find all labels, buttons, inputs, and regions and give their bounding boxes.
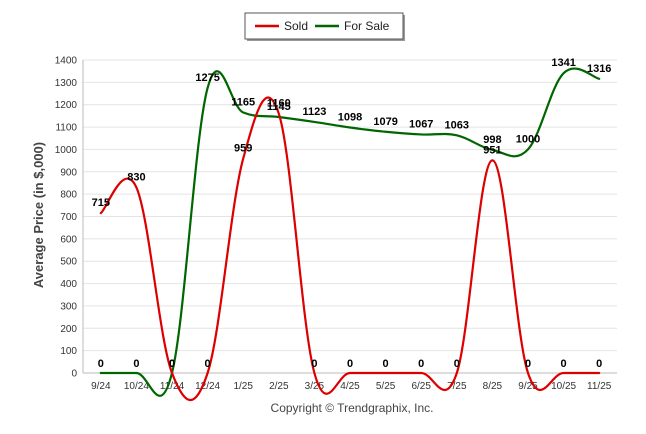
- data-label-sold: 0: [561, 358, 567, 370]
- x-tick-label: 12/24: [195, 381, 220, 392]
- data-label-sold: 951: [483, 144, 501, 156]
- y-tick-label: 1000: [55, 145, 78, 156]
- y-tick-label: 900: [60, 167, 77, 178]
- x-tick-label: 9/25: [518, 381, 538, 392]
- x-tick-label: 9/24: [91, 381, 111, 392]
- data-label-sold: 0: [383, 358, 389, 370]
- legend: Sold For Sale: [244, 12, 405, 41]
- y-tick-label: 600: [60, 234, 77, 245]
- x-tick-label: 5/25: [376, 381, 396, 392]
- x-tick-label: 7/25: [447, 381, 467, 392]
- x-tick-label: 2/25: [269, 381, 289, 392]
- data-label-for-sale: 0: [98, 358, 104, 370]
- data-label-for-sale: 1275: [195, 72, 219, 84]
- y-tick-label: 1300: [55, 78, 78, 89]
- y-tick-label: 400: [60, 279, 77, 290]
- x-tick-label: 11/24: [160, 381, 185, 392]
- x-tick-label: 4/25: [340, 381, 360, 392]
- x-tick-label: 10/25: [551, 381, 576, 392]
- series: [99, 67, 601, 402]
- y-tick-label: 700: [60, 212, 77, 223]
- y-tick-label: 800: [60, 190, 77, 201]
- y-tick-label: 1100: [55, 123, 77, 134]
- data-label-for-sale: 1000: [516, 133, 540, 145]
- x-tick-label: 3/25: [305, 381, 325, 392]
- data-label-sold: 0: [311, 358, 317, 370]
- data-label-sold: 959: [234, 143, 252, 155]
- legend-label-for-sale: For Sale: [344, 19, 390, 33]
- data-label-sold: 715: [92, 197, 110, 209]
- axes: 0 100 200 300 400 500 600 700 800 900 1000 1100 1200…: [55, 56, 617, 392]
- data-label-sold: 0: [418, 358, 424, 370]
- y-tick-label: 200: [60, 324, 77, 335]
- data-label-for-sale: 1165: [231, 97, 255, 109]
- y-tick-label: 100: [60, 346, 77, 357]
- y-tick-label: 1200: [55, 100, 78, 111]
- data-label-for-sale: 0: [169, 358, 175, 370]
- x-tick-label: 1/25: [233, 381, 253, 392]
- y-axis-label: Average Price (in $,000): [31, 142, 46, 288]
- x-tick-label: 6/25: [411, 381, 431, 392]
- x-tick-label: 8/25: [483, 381, 503, 392]
- series-line-sold: [99, 96, 601, 402]
- data-label-sold: 830: [127, 171, 145, 183]
- y-tick-label: 300: [60, 301, 77, 312]
- series-line-for-sale: [99, 67, 601, 397]
- y-tick-label: 0: [71, 369, 77, 380]
- data-label-for-sale: 1063: [445, 119, 469, 131]
- data-label-for-sale: 1067: [409, 118, 433, 130]
- data-label-sold: 0: [454, 358, 460, 370]
- data-label-sold: 0: [525, 358, 531, 370]
- x-tick-label: 10/24: [124, 381, 149, 392]
- data-label-for-sale: 1316: [587, 63, 611, 75]
- data-label-for-sale: 1098: [338, 112, 362, 124]
- y-tick-label: 500: [60, 257, 77, 268]
- data-label-for-sale: 1341: [551, 57, 575, 69]
- data-label-sold: 0: [347, 358, 353, 370]
- data-label-sold: 0: [596, 358, 602, 370]
- x-tick-label: 11/25: [587, 381, 612, 392]
- grid: [83, 59, 617, 374]
- data-label-for-sale: 0: [133, 358, 139, 370]
- legend-label-sold: Sold: [284, 19, 308, 33]
- data-label-sold: 0: [169, 358, 175, 370]
- y-tick-label: 1400: [55, 56, 78, 67]
- data-label-for-sale: 1123: [302, 106, 326, 118]
- data-label-for-sale: 998: [483, 134, 501, 146]
- copyright-text: Copyright © Trendgraphix, Inc.: [271, 401, 434, 415]
- data-label-for-sale: 1145: [267, 101, 291, 113]
- data-label-for-sale: 1079: [373, 116, 397, 128]
- data-label-sold: 0: [205, 358, 211, 370]
- data-label-sold: 1160: [267, 98, 291, 110]
